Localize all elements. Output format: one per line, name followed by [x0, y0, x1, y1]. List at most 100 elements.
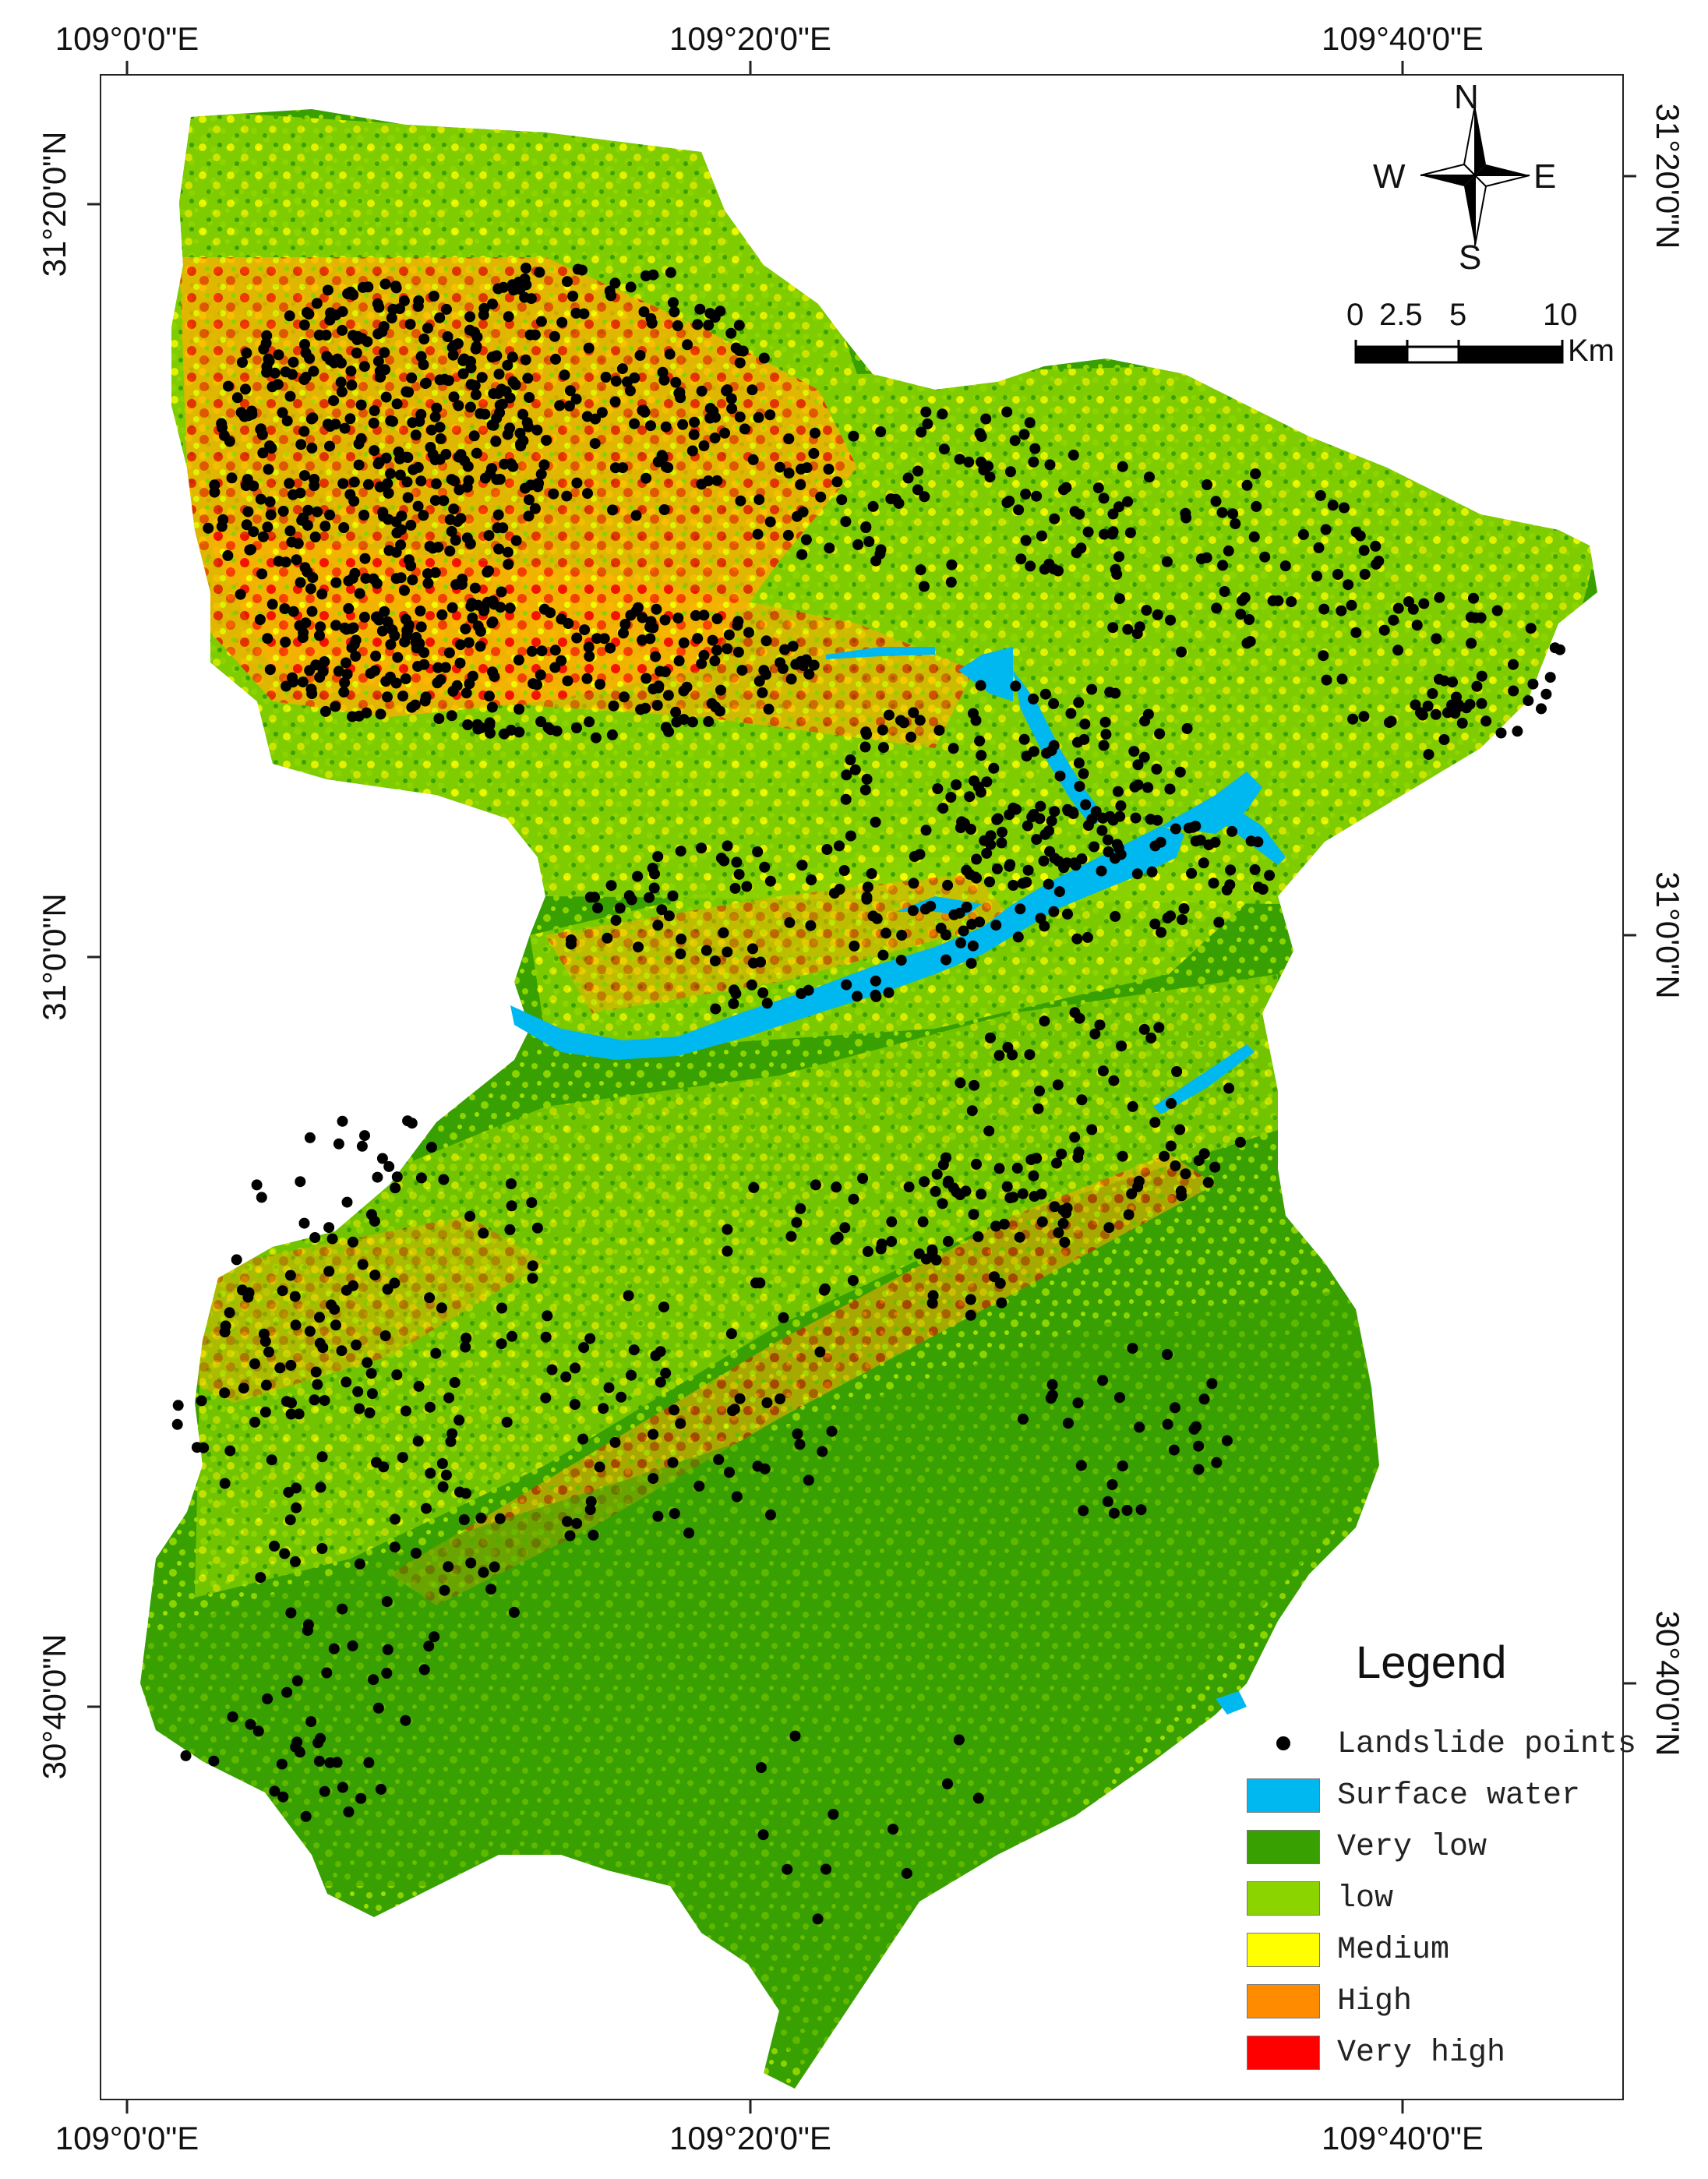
landslide-point: [1178, 902, 1190, 914]
landslide-point: [315, 1482, 326, 1493]
landslide-point: [506, 351, 518, 363]
landslide-point: [494, 1513, 506, 1524]
landslide-point: [359, 553, 371, 564]
landslide-point: [219, 1478, 231, 1489]
landslide-point: [686, 716, 698, 728]
landslide-point: [670, 376, 682, 388]
landslide-point: [312, 1737, 324, 1749]
landslide-point: [356, 1140, 368, 1152]
landslide-point: [860, 521, 872, 532]
landslide-point: [1097, 1375, 1109, 1386]
landslide-point: [1525, 623, 1537, 634]
landslide-point: [529, 503, 541, 514]
landslide-point: [895, 715, 906, 726]
landslide-point: [932, 783, 944, 794]
landslide-point: [908, 878, 919, 889]
landslide-point: [393, 446, 404, 457]
landslide-point: [401, 386, 412, 397]
landslide-point: [290, 1319, 302, 1331]
landslide-point: [249, 1358, 260, 1369]
landslide-point: [1015, 903, 1026, 915]
landslide-point: [1018, 429, 1030, 440]
landslide-point: [964, 791, 976, 803]
landslide-point: [583, 641, 595, 653]
landslide-point: [536, 645, 548, 657]
landslide-point: [1195, 835, 1206, 846]
landslide-point: [1092, 482, 1104, 494]
landslide-point: [1264, 870, 1276, 881]
landslide-point: [1043, 878, 1054, 890]
landslide-point: [1102, 1496, 1113, 1507]
landslide-point: [446, 474, 457, 486]
landslide-point: [1127, 1343, 1138, 1354]
landslide-point: [1176, 646, 1187, 658]
landslide-point: [281, 1686, 293, 1698]
landslide-point: [1480, 715, 1492, 727]
landslide-point: [489, 599, 500, 610]
landslide-point: [871, 913, 883, 924]
landslide-point: [828, 1809, 839, 1820]
landslide-point: [937, 1198, 948, 1210]
landslide-point: [565, 938, 577, 950]
landslide-point: [795, 1203, 806, 1214]
landslide-point: [765, 1509, 776, 1520]
landslide-point: [277, 407, 288, 418]
landslide-point: [1225, 864, 1237, 876]
landslide-point: [274, 1362, 286, 1374]
landslide-point: [439, 662, 451, 673]
landslide-point: [942, 1235, 954, 1247]
landslide-point: [248, 526, 259, 538]
landslide-point: [492, 388, 504, 399]
landslide-point: [180, 1750, 192, 1761]
landslide-point: [688, 429, 700, 440]
landslide-point: [1433, 673, 1445, 685]
landslide-point: [896, 930, 908, 941]
landslide-point: [431, 402, 443, 414]
landslide-point: [370, 650, 382, 662]
landslide-point: [1162, 1418, 1173, 1430]
landslide-point: [942, 1778, 953, 1789]
landslide-point: [937, 803, 949, 814]
landslide-point: [579, 624, 591, 636]
landslide-point: [1418, 598, 1430, 609]
landslide-point: [1422, 701, 1434, 712]
landslide-point: [300, 617, 312, 629]
landslide-point: [758, 352, 770, 364]
landslide-point: [323, 1222, 335, 1234]
landslide-point: [726, 403, 738, 415]
landslide-point: [460, 623, 471, 635]
landslide-point: [237, 1284, 248, 1296]
landslide-point: [1048, 697, 1060, 709]
landslide-point: [1123, 1209, 1135, 1220]
landslide-point: [284, 525, 296, 537]
landslide-point: [472, 620, 484, 632]
landslide-point: [1039, 563, 1050, 575]
landslide-point: [1155, 836, 1166, 848]
landslide-point: [493, 543, 505, 555]
landslide-point: [172, 1400, 184, 1411]
legend-label: low: [1337, 1881, 1394, 1916]
landslide-point: [499, 458, 510, 470]
landslide-point: [931, 1168, 943, 1180]
landslide-point: [341, 1196, 353, 1208]
landslide-point: [815, 491, 827, 503]
landslide-point: [725, 327, 737, 339]
landslide-point: [722, 840, 733, 852]
landslide-point: [1544, 672, 1556, 683]
landslide-point: [623, 890, 635, 902]
landslide-point: [461, 532, 473, 544]
landslide-point: [784, 916, 796, 928]
landslide-point: [920, 825, 932, 836]
landslide-point: [997, 826, 1008, 838]
landslide-point: [277, 1285, 288, 1297]
landslide-point: [1149, 1117, 1161, 1128]
landslide-point: [469, 582, 481, 594]
landslide-point: [517, 408, 529, 420]
landslide-point: [958, 818, 970, 829]
landslide-point: [588, 1529, 599, 1541]
landslide-point: [339, 677, 351, 688]
landslide-point: [1198, 1393, 1210, 1405]
landslide-point: [1057, 1217, 1069, 1229]
landslide-point: [1074, 508, 1085, 520]
landslide-point: [245, 544, 256, 556]
